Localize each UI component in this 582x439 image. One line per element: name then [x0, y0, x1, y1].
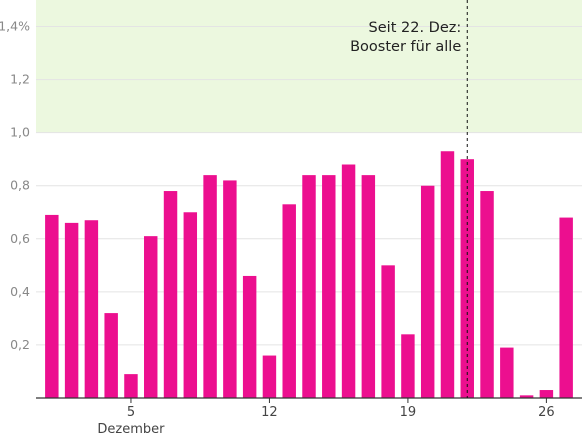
bar — [519, 395, 534, 398]
x-tick-label: 19 — [400, 405, 417, 420]
y-tick-label: 1,0 — [10, 125, 30, 140]
bar — [420, 185, 435, 398]
bar — [124, 374, 138, 398]
y-tick-labels: 0,2 0,4 0,6 0,8 1,0 1,2 1,4% — [0, 19, 30, 352]
bar — [559, 217, 573, 398]
bar — [322, 175, 336, 398]
bar — [144, 236, 158, 398]
bar — [104, 313, 118, 398]
x-month-label: Dezember — [97, 422, 165, 437]
bar — [45, 214, 59, 398]
bar — [361, 175, 376, 398]
x-tick-label: 26 — [538, 405, 555, 420]
bar — [500, 347, 514, 398]
y-tick-label: 0,6 — [10, 231, 30, 246]
bar — [401, 334, 415, 398]
annotation-line-1: Seit 22. Dez: — [369, 20, 462, 36]
bar — [480, 191, 494, 398]
bar — [183, 212, 198, 398]
bar — [64, 222, 79, 398]
bar — [262, 355, 277, 398]
bar — [282, 204, 296, 398]
y-tick-label: 0,8 — [10, 178, 30, 193]
y-tick-label: 1,4% — [0, 19, 30, 34]
bar — [223, 180, 237, 398]
bar — [341, 164, 356, 398]
annotation-line-2: Booster für alle — [350, 39, 461, 55]
x-tick-label: 12 — [261, 405, 278, 420]
bar — [440, 151, 455, 398]
bar — [84, 220, 99, 398]
x-tick-labels: 5 12 19 26 — [127, 398, 555, 420]
bar — [203, 175, 217, 398]
y-tick-label: 0,2 — [10, 337, 30, 352]
bars — [45, 151, 573, 398]
highlight-band — [36, 0, 582, 133]
y-tick-label: 1,2 — [10, 72, 30, 87]
bar — [242, 275, 257, 398]
bar — [539, 390, 554, 398]
bar — [302, 175, 316, 398]
bar — [163, 191, 178, 398]
x-tick-label: 5 — [127, 405, 135, 420]
bar — [381, 265, 395, 398]
y-tick-label: 0,4 — [10, 284, 30, 299]
